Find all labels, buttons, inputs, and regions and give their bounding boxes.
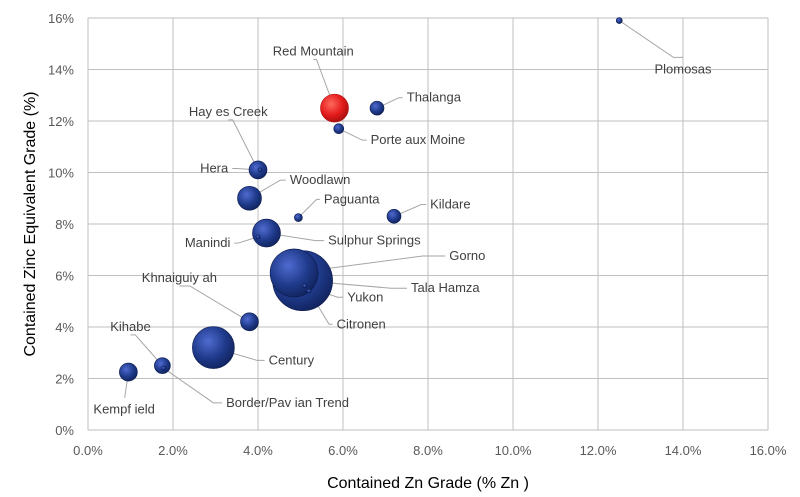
x-tick-label: 14.0% xyxy=(665,443,702,458)
y-tick-label: 0% xyxy=(55,423,74,438)
y-tick-label: 4% xyxy=(55,320,74,335)
leader-line xyxy=(179,285,250,323)
bubble-citronen xyxy=(306,288,312,294)
bubble-label: Woodlawn xyxy=(290,172,350,187)
bubble-century xyxy=(192,326,235,369)
leader-line xyxy=(618,20,683,58)
x-tick-label: 4.0% xyxy=(243,443,273,458)
bubble-red-mountain xyxy=(320,93,349,123)
bubble-label: Red Mountain xyxy=(273,43,354,58)
bubble-label: Gorno xyxy=(449,248,485,263)
leader-line xyxy=(294,255,446,274)
bubble-label: Hera xyxy=(200,161,229,176)
bubble-label: Border/Pav ian Trend xyxy=(226,395,349,410)
bubbles xyxy=(119,17,623,382)
bubble-label: Paguanta xyxy=(324,191,380,206)
leader-line xyxy=(234,236,259,244)
gridlines xyxy=(87,17,769,431)
bubble-plomosas xyxy=(615,17,623,24)
bubble-label: Tala Hamza xyxy=(411,280,480,295)
x-tick-label: 8.0% xyxy=(413,443,443,458)
bubble-label: Porte aux Moine xyxy=(371,132,466,147)
bubble-label: Sulphur Springs xyxy=(328,233,421,248)
bubble-kempf-ield xyxy=(119,362,138,382)
x-axis-title: Contained Zn Grade (% Zn ) xyxy=(327,475,529,492)
leader-line xyxy=(130,334,163,366)
leader-line xyxy=(338,128,367,141)
y-tick-label: 10% xyxy=(48,166,74,181)
bubble-label: Yukon xyxy=(347,289,383,304)
bubble-sulphur-springs xyxy=(252,218,281,248)
bubble-label: Manindi xyxy=(185,235,231,250)
bubble-border-pav-ian-trend xyxy=(161,365,166,371)
bubble-label: Kihabe xyxy=(110,319,150,334)
bubble-thalanga xyxy=(369,100,385,116)
bubble-label: Century xyxy=(269,352,315,367)
leader-line xyxy=(376,97,403,109)
leader-line xyxy=(313,58,335,109)
bubble-label: Thalanga xyxy=(407,90,462,105)
bubble-woodlawn xyxy=(237,185,262,211)
bubble-manindi xyxy=(255,234,261,240)
leader-line xyxy=(298,198,320,218)
x-tick-label: 12.0% xyxy=(580,443,617,458)
bubble-porte-aux-moine xyxy=(333,123,345,135)
bubble-hera xyxy=(257,167,263,173)
bubble-kihabe xyxy=(154,357,171,374)
y-axis-title: Contained Zinc Equivalent Grade (%) xyxy=(22,91,39,356)
y-tick-label: 14% xyxy=(48,63,74,78)
x-axis-ticks: 0.0% 2.0% 4.0% 6.0% 8.0% 10.0% 12.0% 14.0% 16.0% xyxy=(73,443,787,458)
x-tick-label: 6.0% xyxy=(328,443,358,458)
bubble-paguanta xyxy=(294,213,303,222)
bubble-yukon xyxy=(302,283,308,289)
bubble-label: Hay es Creek xyxy=(189,104,268,119)
leader-line xyxy=(228,119,259,171)
leader-line xyxy=(163,367,223,404)
y-tick-label: 16% xyxy=(48,11,74,26)
bubble-kildare xyxy=(386,208,402,224)
x-tick-label: 2.0% xyxy=(158,443,188,458)
bubble-label: Khnaiguiy ah xyxy=(142,270,217,285)
y-tick-label: 6% xyxy=(55,269,74,284)
y-tick-label: 12% xyxy=(48,114,74,129)
bubble-label: Citronen xyxy=(337,316,386,331)
x-tick-label: 16.0% xyxy=(750,443,787,458)
y-tick-label: 2% xyxy=(55,372,74,387)
y-tick-label: 8% xyxy=(55,217,74,232)
bubble-label: Plomosas xyxy=(654,61,712,76)
bubble-label: Kempf ield xyxy=(93,401,154,416)
y-axis-ticks: 0% 2% 4% 6% 8% 10% 12% 14% 16% xyxy=(48,11,74,438)
leader-line xyxy=(393,204,427,217)
bubble-khnaiguiy-ah xyxy=(240,312,259,332)
leader-line xyxy=(266,232,325,242)
bubble-labels: Plomosas Red Mountain Thalanga Porte aux Mo… xyxy=(93,43,712,416)
x-tick-label: 0.0% xyxy=(73,443,103,458)
x-tick-label: 10.0% xyxy=(495,443,532,458)
bubble-label: Kildare xyxy=(430,197,470,212)
